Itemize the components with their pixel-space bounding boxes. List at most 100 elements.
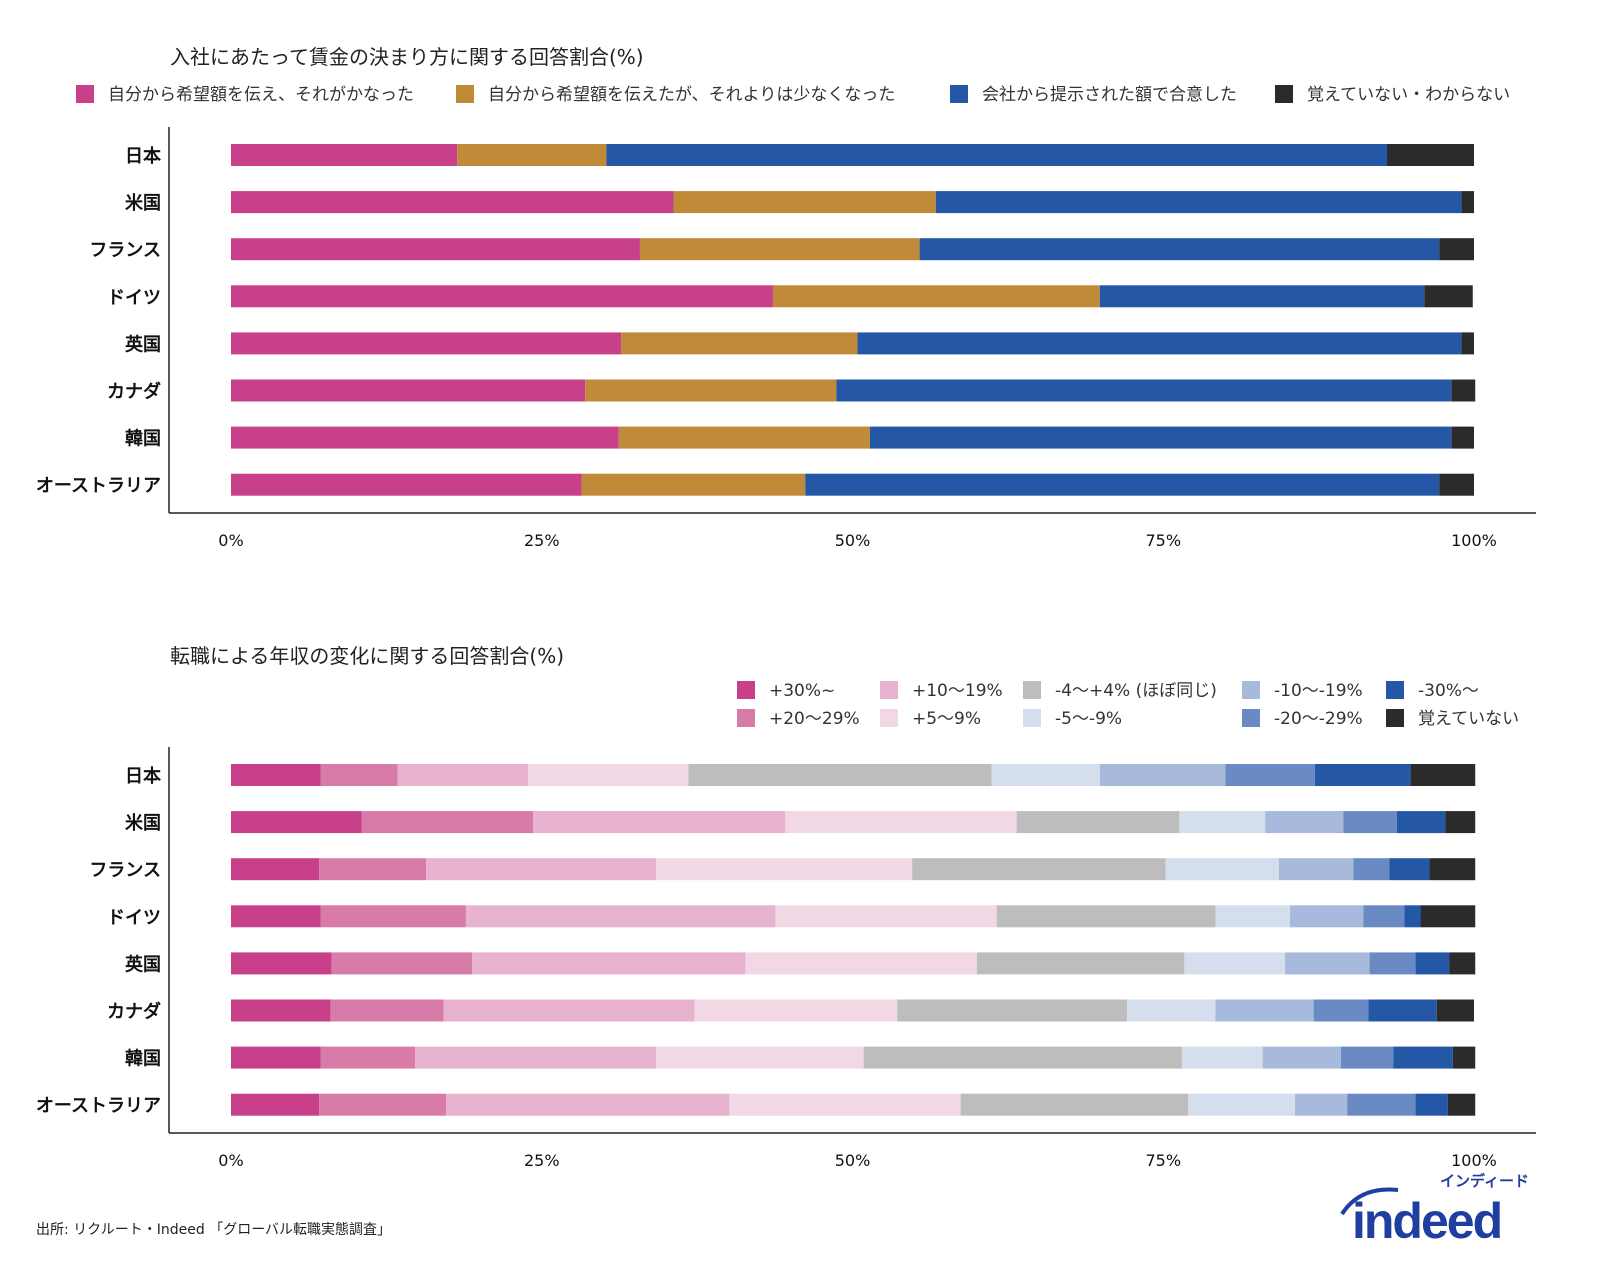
legend-swatch xyxy=(950,85,968,103)
bar-segment xyxy=(1386,144,1474,166)
bar-segment xyxy=(231,858,320,881)
bar-segment xyxy=(772,285,1100,308)
legend-swatch xyxy=(456,85,474,103)
bar-segment xyxy=(991,764,1100,786)
legend-label: -10〜-19% xyxy=(1274,681,1363,701)
bar-segment xyxy=(1181,1046,1263,1069)
bar-segment xyxy=(1424,285,1473,308)
bar-segment xyxy=(231,191,674,214)
bar-segment xyxy=(231,764,321,786)
source-note: 出所: リクルート・Indeed 「グローバル転職実態調査」 xyxy=(36,1222,391,1238)
bar-segment xyxy=(1445,811,1476,834)
legend-swatch xyxy=(880,681,898,699)
bar-segment xyxy=(1451,426,1474,449)
legend-label: 覚えていない・わからない xyxy=(1307,85,1510,105)
bar-segment xyxy=(1165,858,1279,881)
bar-segment xyxy=(976,952,1185,975)
bar-segment xyxy=(656,1046,864,1069)
bar-segment xyxy=(996,905,1216,928)
category-label: 英国 xyxy=(124,953,161,975)
bar-segment xyxy=(621,332,858,355)
bar-segment xyxy=(1393,1046,1453,1069)
x-tick-label: 75% xyxy=(1145,531,1181,550)
category-label: 英国 xyxy=(124,333,161,355)
bar-segment xyxy=(1343,811,1397,834)
category-label: オーストラリア xyxy=(36,1096,161,1117)
legend-swatch xyxy=(880,709,898,727)
bar-segment xyxy=(361,811,534,834)
legend-swatch xyxy=(737,681,755,699)
bar-segment xyxy=(1420,905,1476,928)
legend-swatch xyxy=(1386,681,1404,699)
bar-segment xyxy=(426,858,657,881)
bar-segment xyxy=(231,952,332,975)
x-tick-label: 50% xyxy=(835,1151,871,1170)
legend-swatch xyxy=(1023,709,1041,727)
bar-segment xyxy=(414,1046,657,1069)
chart-title: 転職による年収の変化に関する回答割合(%) xyxy=(170,644,564,668)
bar-segment xyxy=(1452,1046,1476,1069)
bar-segment xyxy=(960,1093,1189,1116)
bar-segment xyxy=(331,952,473,975)
bar-segment xyxy=(1215,999,1314,1022)
bar-segment xyxy=(231,238,640,261)
logo-text: indeed xyxy=(1352,1193,1501,1249)
legend-label: +10〜19% xyxy=(912,681,1003,701)
bar-segment xyxy=(919,238,1440,261)
bar-segment xyxy=(1179,811,1266,834)
bar-segment xyxy=(1353,858,1390,881)
bar-segment xyxy=(1313,999,1369,1022)
legend-swatch xyxy=(76,85,94,103)
bar-segment xyxy=(745,952,977,975)
category-label: カナダ xyxy=(107,381,161,403)
bar-segment xyxy=(528,764,689,786)
bar-segment xyxy=(1225,764,1315,786)
category-label: オーストラリア xyxy=(36,476,161,497)
legend-label: -4〜+4% (ほぼ同じ) xyxy=(1055,681,1217,701)
bar-segment xyxy=(319,1093,447,1116)
category-label: カナダ xyxy=(107,1001,161,1023)
bar-segment xyxy=(330,999,444,1022)
bar-segment xyxy=(1278,858,1354,881)
bar-segment xyxy=(1415,952,1450,975)
bar-segment xyxy=(1389,858,1430,881)
bar-segment xyxy=(1429,858,1476,881)
bar-segment xyxy=(231,473,582,496)
bar-segment xyxy=(1461,191,1474,214)
bar-segment xyxy=(231,285,773,308)
bar-segment xyxy=(1447,1093,1476,1116)
bar-segment xyxy=(912,858,1166,881)
bar-segment xyxy=(935,191,1462,214)
bar-segment xyxy=(231,426,619,449)
bar-segment xyxy=(1099,764,1226,786)
bar-segment xyxy=(656,858,913,881)
x-tick-label: 50% xyxy=(835,531,871,550)
bar-segment xyxy=(231,1046,321,1069)
bar-segment xyxy=(618,426,870,449)
bar-segment xyxy=(1436,999,1474,1022)
bar-segment xyxy=(805,473,1440,496)
bar-segment xyxy=(320,905,466,928)
bar-segment xyxy=(1099,285,1425,308)
bar-segment xyxy=(857,332,1462,355)
bar-segment xyxy=(775,905,997,928)
bar-segment xyxy=(533,811,786,834)
bar-segment xyxy=(688,764,992,786)
legend-label: +20〜29% xyxy=(769,709,860,729)
bar-segment xyxy=(1451,379,1476,402)
bar-segment xyxy=(231,332,622,355)
bar-segment xyxy=(231,905,321,928)
category-label: ドイツ xyxy=(107,907,161,928)
legend-label: -20〜-29% xyxy=(1274,709,1363,729)
x-tick-label: 75% xyxy=(1145,1151,1181,1170)
bar-segment xyxy=(1439,238,1474,261)
bar-segment xyxy=(606,144,1387,166)
bar-segment xyxy=(1410,764,1476,786)
x-tick-label: 100% xyxy=(1451,531,1497,550)
legend-swatch xyxy=(737,709,755,727)
bar-segment xyxy=(863,1046,1182,1069)
bar-segment xyxy=(465,905,776,928)
bar-segment xyxy=(397,764,529,786)
x-tick-label: 0% xyxy=(218,1151,243,1170)
